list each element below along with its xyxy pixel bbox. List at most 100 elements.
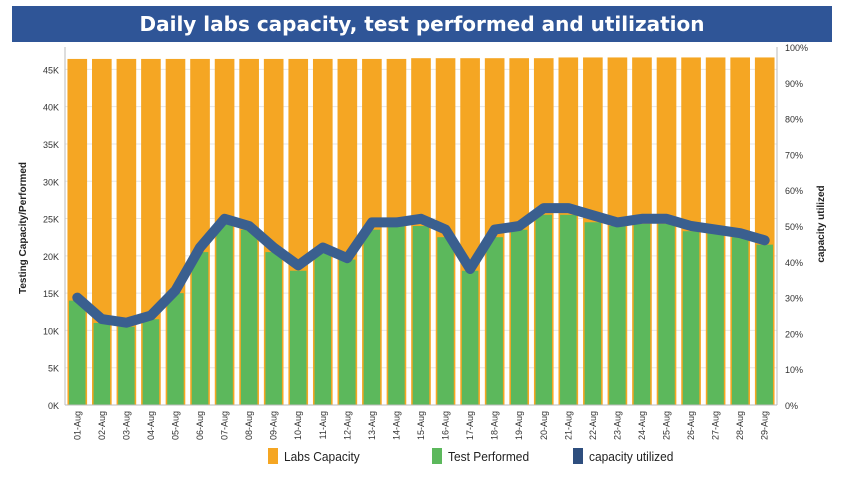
y2-tick-label: 30% bbox=[785, 294, 803, 304]
x-tick-label: 27-Aug bbox=[711, 411, 721, 440]
bar-test-performed bbox=[93, 322, 111, 405]
x-tick-label: 13-Aug bbox=[367, 411, 377, 440]
bar-test-performed bbox=[560, 214, 577, 405]
x-tick-label: 07-Aug bbox=[220, 411, 230, 440]
y2-tick-label: 0% bbox=[785, 401, 798, 411]
point-capacity-utilized bbox=[616, 221, 619, 224]
y-tick-label: 0K bbox=[48, 401, 59, 411]
bar-test-performed bbox=[339, 259, 356, 405]
y2-tick-label: 20% bbox=[785, 329, 803, 339]
legend-item-test-performed: Test Performed bbox=[432, 448, 536, 464]
legend-label-test-performed: Test Performed bbox=[448, 448, 530, 464]
y-tick-label: 40K bbox=[43, 103, 59, 113]
bar-test-performed bbox=[191, 252, 209, 405]
y2-tick-label: 10% bbox=[785, 365, 803, 375]
x-tick-label: 09-Aug bbox=[269, 411, 279, 440]
x-tick-label: 12-Aug bbox=[342, 411, 352, 440]
bar-test-performed bbox=[510, 229, 528, 405]
y-axis-label: Testing Capacity/Performed bbox=[18, 162, 29, 294]
x-tick-label: 08-Aug bbox=[244, 411, 254, 440]
x-tick-label: 11-Aug bbox=[318, 411, 328, 439]
bar-test-performed bbox=[707, 233, 724, 405]
x-tick-label: 21-Aug bbox=[563, 411, 573, 440]
point-capacity-utilized bbox=[321, 246, 324, 249]
y-tick-label: 35K bbox=[43, 140, 59, 150]
y2-tick-label: 40% bbox=[785, 258, 803, 268]
point-capacity-utilized bbox=[444, 228, 447, 231]
legend-swatch-capacity-utilized bbox=[572, 448, 583, 464]
bar-test-performed bbox=[289, 270, 307, 405]
y2-tick-label: 50% bbox=[785, 222, 803, 232]
bar-test-performed bbox=[633, 223, 651, 405]
chart-title: Daily labs capacity, test performed and … bbox=[12, 6, 832, 42]
y2-tick-label: 70% bbox=[785, 150, 803, 160]
bar-test-performed bbox=[658, 223, 675, 405]
point-capacity-utilized bbox=[420, 217, 422, 220]
bar-test-performed bbox=[731, 237, 749, 405]
bar-test-performed bbox=[756, 244, 773, 405]
bar-test-performed bbox=[265, 252, 282, 405]
bar-test-performed bbox=[240, 229, 258, 405]
y2-tick-label: 90% bbox=[785, 79, 803, 89]
point-capacity-utilized bbox=[763, 239, 766, 242]
point-capacity-utilized bbox=[149, 314, 152, 317]
x-tick-label: 28-Aug bbox=[735, 411, 745, 440]
point-capacity-utilized bbox=[248, 225, 251, 227]
x-tick-label: 24-Aug bbox=[637, 411, 647, 440]
legend: Labs Capacity Test Performed capacity ut… bbox=[268, 443, 706, 469]
point-capacity-utilized bbox=[297, 264, 300, 267]
bar-test-performed bbox=[363, 229, 381, 405]
y2-tick-label: 100% bbox=[785, 43, 808, 53]
point-capacity-utilized bbox=[493, 228, 496, 231]
y-tick-label: 5K bbox=[48, 364, 59, 374]
x-tick-label: 23-Aug bbox=[612, 411, 622, 440]
bar-test-performed bbox=[314, 252, 332, 405]
legend-label-capacity-utilized: capacity utilized bbox=[588, 448, 673, 464]
point-capacity-utilized bbox=[370, 221, 373, 224]
point-capacity-utilized bbox=[100, 318, 103, 321]
x-tick-label: 29-Aug bbox=[760, 411, 770, 440]
point-capacity-utilized bbox=[346, 257, 349, 260]
x-tick-label: 14-Aug bbox=[391, 411, 401, 440]
bar-test-performed bbox=[216, 222, 233, 405]
point-capacity-utilized bbox=[542, 207, 545, 210]
x-tick-label: 03-Aug bbox=[121, 411, 131, 440]
y2-axis-label: capacity utilized bbox=[816, 185, 827, 262]
x-tick-label: 25-Aug bbox=[662, 411, 672, 440]
y-tick-label: 30K bbox=[43, 177, 59, 187]
x-tick-label: 17-Aug bbox=[465, 411, 475, 440]
x-tick-label: 01-Aug bbox=[72, 411, 82, 440]
point-capacity-utilized bbox=[395, 221, 398, 224]
x-tick-label: 06-Aug bbox=[195, 411, 205, 440]
point-capacity-utilized bbox=[739, 232, 742, 235]
capacity-utilized-line bbox=[72, 203, 770, 328]
y-tick-label: 25K bbox=[43, 215, 59, 225]
axes: 0K 5K 10K 15K 20K 25K 30K 35K 40K 45K 0% 10% 20% 30% 4… bbox=[43, 43, 808, 440]
bar-test-performed bbox=[69, 300, 86, 405]
bar-test-performed bbox=[461, 270, 479, 405]
y-tick-label: 10K bbox=[43, 326, 59, 336]
point-capacity-utilized bbox=[199, 246, 202, 249]
x-tick-label: 05-Aug bbox=[170, 411, 180, 440]
point-capacity-utilized bbox=[690, 225, 693, 227]
point-capacity-utilized bbox=[567, 207, 570, 210]
x-tick-label: 19-Aug bbox=[514, 411, 524, 440]
bar-test-performed bbox=[535, 214, 553, 405]
bar-test-performed bbox=[167, 293, 184, 405]
point-capacity-utilized bbox=[223, 217, 226, 220]
x-tick-label: 16-Aug bbox=[441, 411, 451, 440]
point-capacity-utilized bbox=[640, 217, 643, 220]
x-tick-label: 10-Aug bbox=[293, 411, 303, 440]
legend-item-capacity-utilized: capacity utilized bbox=[572, 448, 681, 464]
point-capacity-utilized bbox=[665, 217, 668, 220]
bar-test-performed bbox=[142, 319, 160, 405]
x-tick-label: 26-Aug bbox=[686, 411, 696, 440]
y2-tick-label: 80% bbox=[785, 115, 803, 125]
legend-item-labs-capacity: Labs Capacity bbox=[268, 448, 366, 464]
bar-test-performed bbox=[584, 222, 602, 405]
point-capacity-utilized bbox=[469, 267, 472, 270]
legend-label-labs-capacity: Labs Capacity bbox=[284, 448, 360, 464]
x-tick-label: 04-Aug bbox=[146, 411, 156, 440]
bar-test-performed bbox=[682, 231, 700, 405]
